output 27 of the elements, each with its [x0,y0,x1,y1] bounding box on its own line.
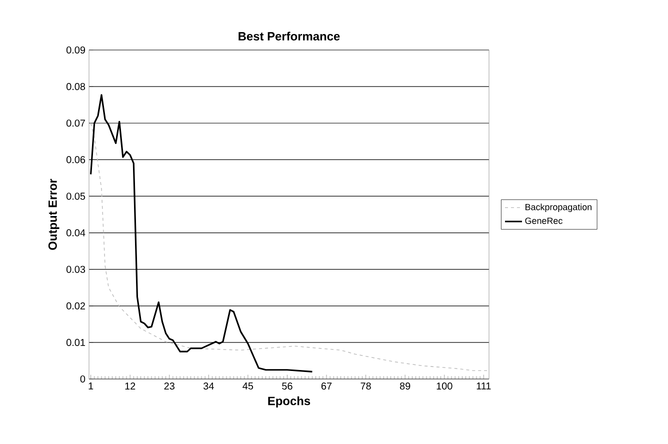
chart-title: Best Performance [238,32,340,41]
line-series [90,122,488,371]
y-tick-label: 0.01 [66,338,85,346]
x-tick-label: 23 [164,382,174,390]
y-tick-label: 0.08 [66,83,86,90]
x-axis-title: Epochs [268,396,310,408]
x-tick-label: 45 [242,382,254,390]
y-tick-label: 0 [80,375,86,383]
y-tick-label: 0.07 [66,120,85,127]
x-tick-label: 12 [125,382,136,390]
y-tick-label: 0.06 [66,156,86,164]
x-tick-label: 56 [282,382,292,390]
x-tick-label: 78 [360,382,371,390]
y-tick-label: 0.02 [66,302,85,310]
x-tick-label: 111 [476,382,491,390]
legend-label: GeneRec [525,218,562,224]
x-tick-label: 100 [436,382,452,390]
x-tick-label: 89 [400,382,410,390]
y-axis-title: Output Error [48,178,60,250]
y-tick-label: 0.05 [66,192,86,200]
y-tick-label: 0.04 [66,229,86,236]
y-tick-label: 0.09 [66,46,86,54]
x-tick-label: 67 [321,382,332,390]
y-tick-label: 0.03 [66,266,86,273]
legend-label: Backpropagation [526,204,592,212]
x-tick-label: 1 [88,382,94,390]
x-tick-label: 34 [203,382,214,390]
